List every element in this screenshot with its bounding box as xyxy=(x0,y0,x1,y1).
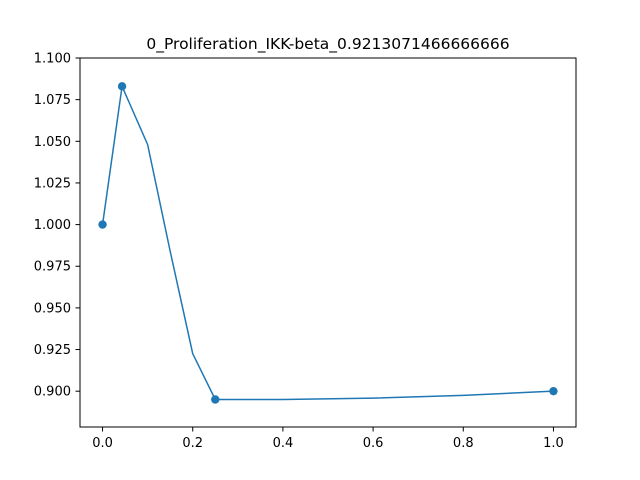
series-line xyxy=(101,85,554,401)
y-tick-label: 0.950 xyxy=(34,301,71,316)
chart-title: 0_Proliferation_IKK-beta_0.9213071466666… xyxy=(146,35,509,54)
data-point xyxy=(98,220,107,229)
x-tick-label: 0.8 xyxy=(453,436,474,451)
y-tick-label: 1.075 xyxy=(34,93,71,108)
y-tick-label: 0.975 xyxy=(34,260,71,275)
y-tick-label: 0.900 xyxy=(34,385,71,400)
x-tick-label: 0.6 xyxy=(363,436,384,451)
y-tick-label: 1.000 xyxy=(34,218,71,233)
y-tick-label: 1.025 xyxy=(34,176,71,191)
plot-marks xyxy=(98,82,558,404)
data-point xyxy=(549,386,558,396)
x-tick-label: 0.0 xyxy=(92,436,113,451)
y-tick-label: 1.100 xyxy=(34,52,71,67)
y-tick-label: 0.925 xyxy=(34,343,71,358)
x-tick-label: 0.2 xyxy=(182,436,203,451)
axes: 0.0 0.2 0.4 0.6 0.8 1.0 0.900 0.925 0.950 0.975 1.… xyxy=(34,52,564,452)
x-tick-label: 0.4 xyxy=(273,436,294,451)
data-point xyxy=(211,395,220,404)
y-tick-label: 1.050 xyxy=(34,135,71,150)
data-point xyxy=(117,82,127,91)
plot-frame xyxy=(79,57,577,428)
x-tick-label: 1.0 xyxy=(543,436,564,451)
